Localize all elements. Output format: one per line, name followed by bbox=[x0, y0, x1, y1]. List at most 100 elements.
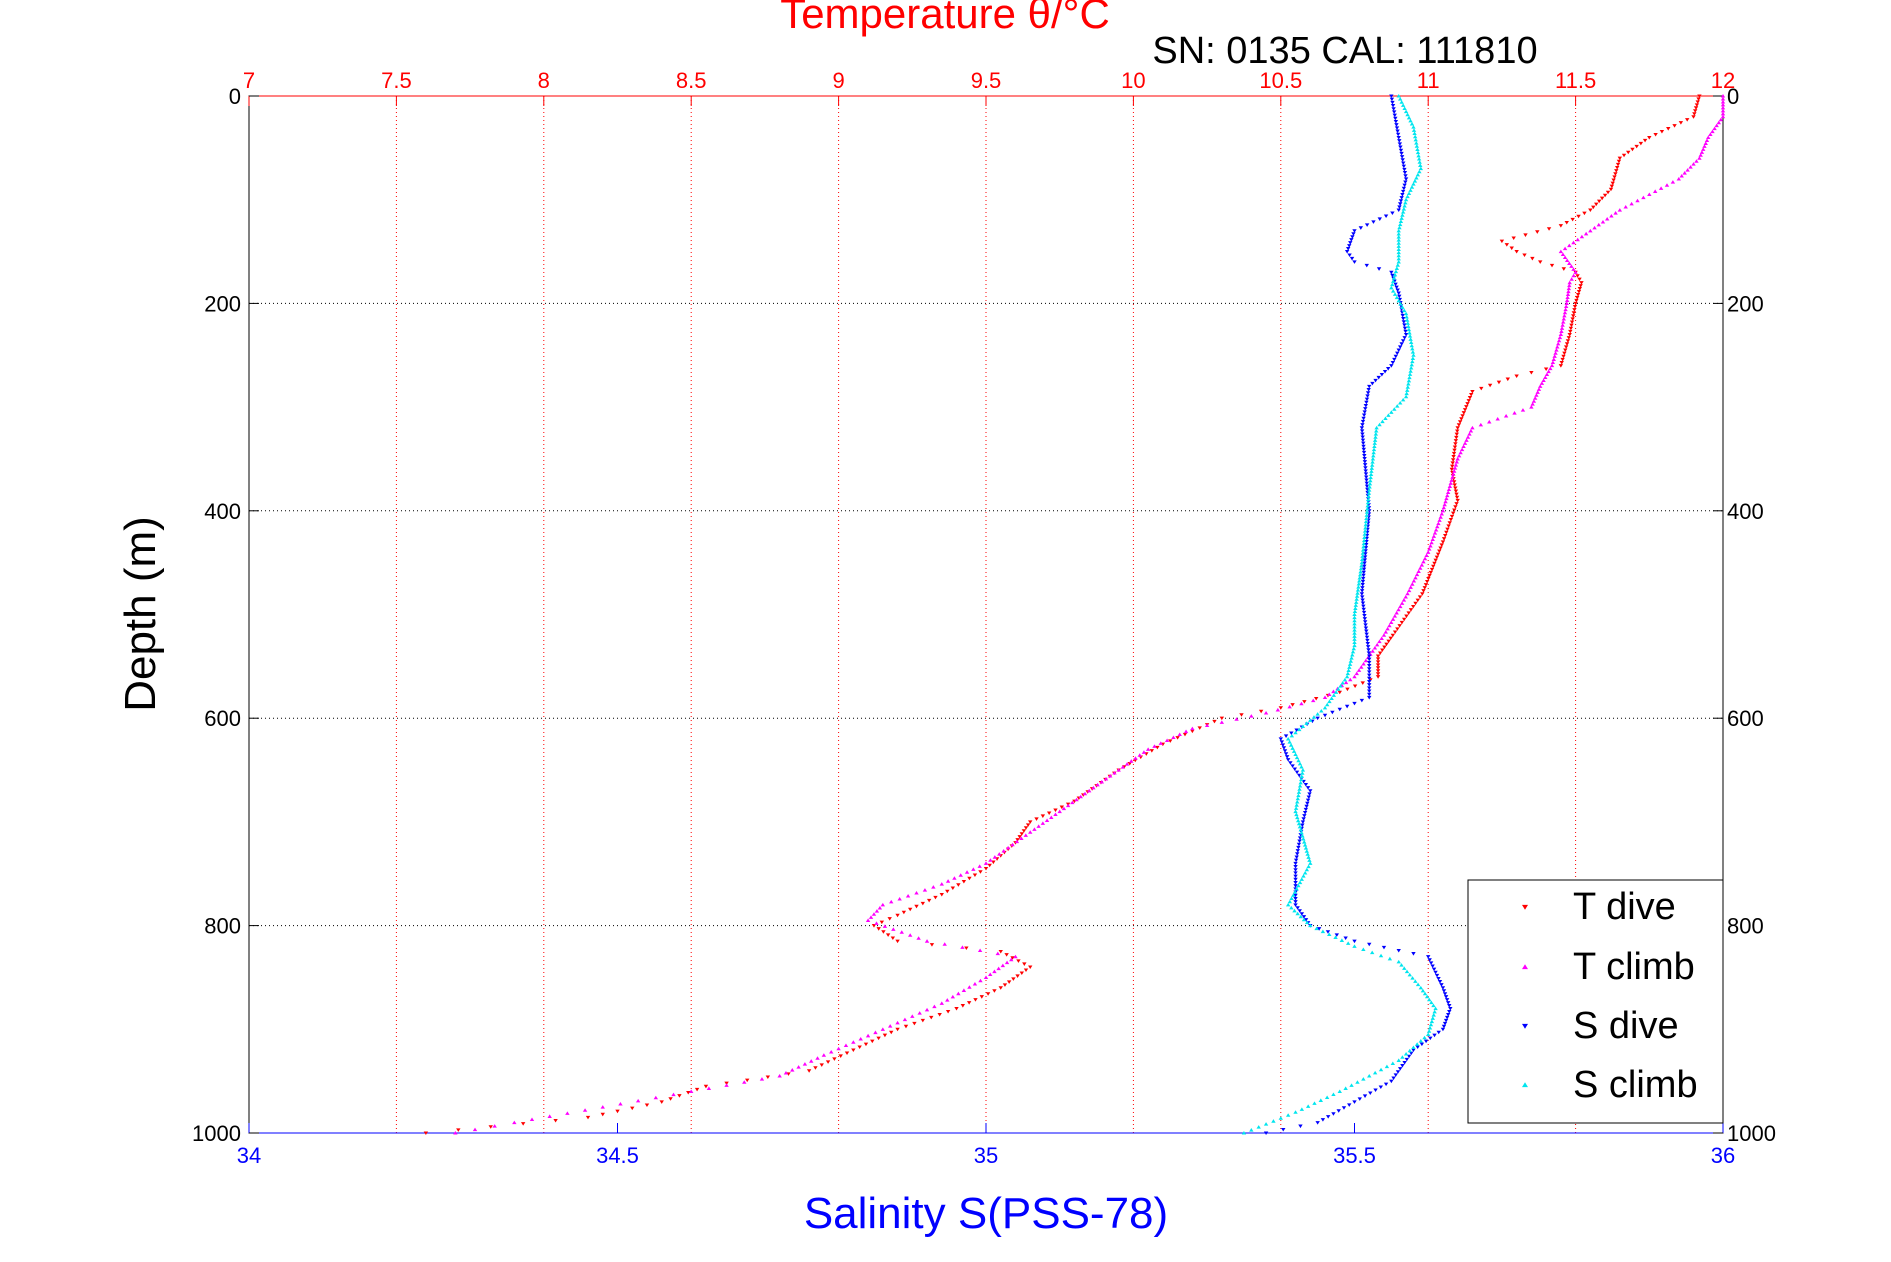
data-point bbox=[1300, 820, 1306, 824]
data-point bbox=[1363, 525, 1368, 530]
data-point bbox=[1367, 384, 1372, 389]
data-point bbox=[1391, 1076, 1396, 1081]
data-point bbox=[1538, 260, 1543, 264]
data-point bbox=[1190, 729, 1195, 734]
data-point bbox=[815, 1056, 820, 1060]
data-point bbox=[1421, 559, 1426, 564]
data-point bbox=[863, 1042, 869, 1047]
data-point bbox=[1367, 667, 1372, 671]
data-point bbox=[1359, 665, 1364, 669]
data-point bbox=[1347, 1103, 1352, 1107]
data-point bbox=[1297, 880, 1303, 885]
data-point bbox=[1467, 396, 1473, 400]
data-point bbox=[1362, 617, 1368, 621]
data-point bbox=[1417, 169, 1422, 174]
data-point bbox=[1400, 189, 1406, 194]
data-point bbox=[1400, 103, 1406, 107]
data-point bbox=[1720, 99, 1726, 104]
data-point bbox=[1433, 558, 1438, 563]
data-point bbox=[1324, 1095, 1330, 1099]
legend-label: S climb bbox=[1573, 1064, 1698, 1106]
data-point bbox=[1569, 277, 1574, 281]
data-point bbox=[1403, 197, 1409, 202]
data-point bbox=[1258, 709, 1264, 714]
data-point bbox=[1367, 488, 1372, 492]
data-point bbox=[882, 1033, 888, 1038]
data-point bbox=[1347, 662, 1353, 666]
data-point bbox=[1448, 1007, 1453, 1011]
data-point bbox=[1454, 502, 1459, 506]
data-point bbox=[1403, 1051, 1409, 1056]
data-point bbox=[825, 1060, 831, 1064]
data-point bbox=[1366, 651, 1372, 655]
data-point bbox=[1641, 195, 1646, 200]
data-point bbox=[922, 888, 928, 892]
data-point bbox=[924, 1007, 930, 1012]
data-point bbox=[1287, 899, 1293, 904]
data-point bbox=[1371, 447, 1377, 452]
data-point bbox=[1293, 884, 1298, 888]
data-point bbox=[1401, 161, 1406, 165]
data-point bbox=[1546, 227, 1552, 231]
data-point bbox=[1155, 745, 1160, 750]
data-point bbox=[1615, 162, 1621, 167]
data-point bbox=[1360, 419, 1366, 424]
data-point bbox=[1535, 230, 1540, 234]
data-point bbox=[1292, 890, 1298, 894]
data-point bbox=[1373, 432, 1379, 436]
data-point bbox=[1454, 435, 1459, 440]
data-point bbox=[1032, 827, 1037, 831]
data-point bbox=[1394, 295, 1400, 300]
data-point bbox=[582, 1108, 588, 1112]
data-point bbox=[1345, 941, 1351, 945]
data-point bbox=[1311, 698, 1316, 703]
data-point bbox=[1405, 388, 1410, 392]
data-point bbox=[1294, 803, 1299, 807]
data-point bbox=[1331, 1092, 1336, 1097]
data-point bbox=[1293, 877, 1298, 882]
data-point bbox=[1445, 490, 1451, 495]
data-point bbox=[1429, 567, 1435, 572]
data-point bbox=[1621, 153, 1627, 158]
data-point bbox=[1295, 818, 1301, 823]
data-point bbox=[1350, 235, 1355, 239]
top-tick-label: 7.5 bbox=[381, 68, 412, 93]
data-point bbox=[1293, 903, 1298, 907]
data-point bbox=[1364, 397, 1370, 402]
data-point bbox=[1396, 228, 1401, 233]
data-point bbox=[832, 1057, 837, 1061]
data-point bbox=[790, 1068, 795, 1072]
data-point bbox=[1025, 823, 1031, 827]
data-point bbox=[1576, 214, 1581, 219]
data-point bbox=[1704, 138, 1710, 142]
data-point bbox=[887, 1024, 893, 1028]
data-point bbox=[1375, 663, 1381, 667]
data-point bbox=[1420, 592, 1425, 596]
data-point bbox=[1409, 1051, 1414, 1056]
data-point bbox=[1449, 478, 1454, 482]
data-point bbox=[1379, 372, 1385, 377]
data-point bbox=[1414, 144, 1420, 148]
data-point bbox=[1401, 617, 1407, 622]
data-point bbox=[996, 966, 1001, 971]
data-point bbox=[1530, 256, 1535, 261]
data-point bbox=[956, 883, 961, 887]
data-point bbox=[1390, 279, 1396, 283]
data-point bbox=[1563, 304, 1569, 309]
data-point bbox=[1306, 864, 1311, 869]
data-point bbox=[1352, 229, 1357, 233]
data-point bbox=[1356, 668, 1362, 672]
data-point bbox=[1716, 120, 1721, 125]
data-point bbox=[1409, 362, 1414, 367]
data-point bbox=[1280, 743, 1286, 747]
data-point bbox=[1402, 171, 1408, 175]
data-point bbox=[1403, 174, 1408, 178]
data-point bbox=[1563, 345, 1569, 349]
data-point bbox=[1393, 119, 1399, 124]
data-point bbox=[1572, 308, 1577, 312]
data-point bbox=[1433, 527, 1439, 532]
data-point bbox=[1234, 717, 1239, 721]
data-point bbox=[1375, 666, 1381, 670]
data-point bbox=[1315, 1121, 1320, 1125]
data-point bbox=[1541, 378, 1546, 382]
